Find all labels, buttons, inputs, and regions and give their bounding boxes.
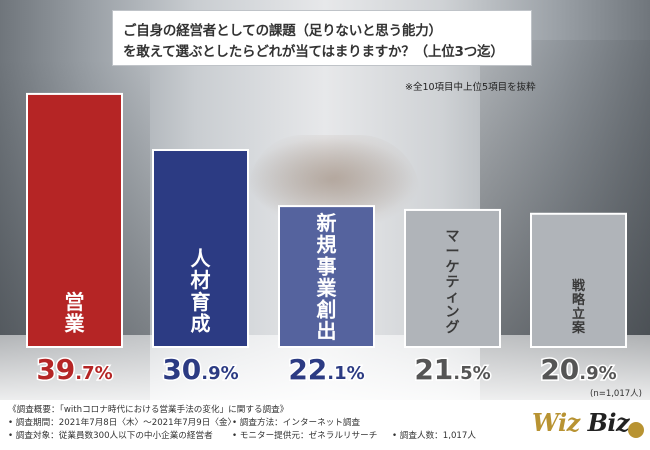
value-label-1: 39.7% [36, 353, 112, 386]
category-label-2: 人材育成 [191, 247, 212, 336]
survey-method: • 調査方法：インターネット調査 [232, 418, 361, 428]
sample-size: (n=1,017人) [590, 389, 642, 399]
bar-2 [152, 149, 249, 348]
bar-3 [278, 205, 375, 348]
value-label-2: 30.9% [162, 353, 238, 386]
survey-overview: 《調査概要：「withコロナ時代における営業手法の変化」に関する調査》 [8, 405, 289, 415]
bar-4 [404, 208, 501, 348]
category-label-5: 戦略立案 [571, 278, 586, 336]
wizbiz-logo: Wiz Biz [532, 404, 644, 446]
chart-title-box: ご自身の経営者としての課題（足りないと思う能力） を敢えて選ぶとしたらどれが当て… [112, 10, 532, 66]
category-label-3: 新規事業創出 [316, 211, 338, 343]
bar-chart: 営業 39.7% 人材育成 30.9% 新規事業創出 22.1% マーケティング 21.5% 戦… [26, 92, 627, 388]
survey-target: • 調査対象：従業員数300人以下の中小企業の経営者 [8, 431, 213, 441]
chart-note: ※全10項目中上位5項目を抜粋 [405, 82, 536, 93]
value-label-4: 21.5% [414, 353, 490, 386]
bar-1 [26, 92, 123, 348]
survey-monitor: • モニター提供元：ゼネラルリサーチ [232, 431, 378, 441]
chart-title-line2: を敢えて選ぶとしたらどれが当てはまりますか？（上位3つ迄） [123, 44, 504, 60]
value-label-5: 20.9% [540, 353, 616, 386]
footer: 《調査概要：「withコロナ時代における営業手法の変化」に関する調査》 • 調査… [0, 400, 650, 450]
logo-text: Wiz Biz [532, 408, 630, 437]
chart-title-line1: ご自身の経営者としての課題（足りないと思う能力） [123, 23, 442, 39]
value-label-3: 22.1% [288, 353, 364, 386]
logo-circle [628, 422, 644, 438]
bar-5 [530, 212, 627, 348]
survey-period: • 調査期間：2021年7月8日〈木〉〜2021年7月9日〈金〉 [8, 418, 237, 428]
category-label-4: マーケティング [446, 229, 460, 336]
survey-count: • 調査人数：1,017人 [392, 431, 476, 441]
category-label-1: 営業 [65, 290, 86, 336]
